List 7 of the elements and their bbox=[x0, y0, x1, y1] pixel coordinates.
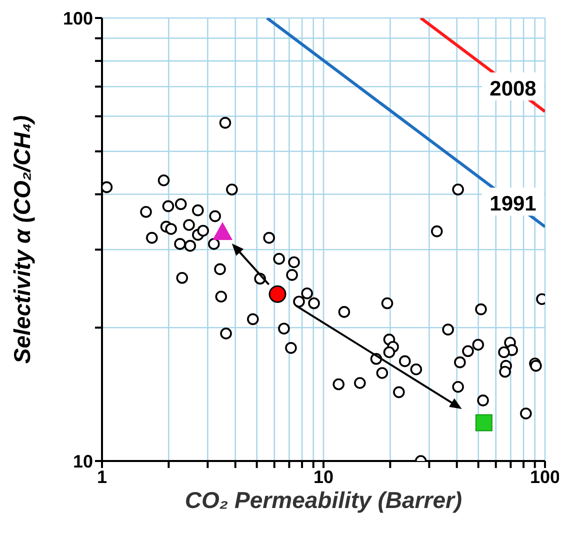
x-axis-title: CO₂ Permeability (Barrer) bbox=[184, 487, 462, 513]
series-label: 1991 bbox=[490, 192, 537, 216]
y-axis-title: Selectivity α (CO₂/CH₄) bbox=[9, 115, 36, 364]
x-tick-label: 1 bbox=[96, 466, 108, 487]
series-label: 2008 bbox=[490, 77, 537, 100]
x-tick-label: 100 bbox=[530, 466, 560, 487]
x-tick-label: 10 bbox=[313, 466, 334, 487]
